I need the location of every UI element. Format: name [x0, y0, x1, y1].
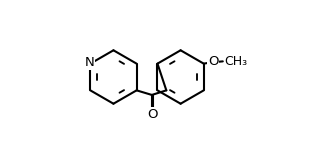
Text: N: N — [85, 56, 94, 69]
Text: O: O — [208, 55, 218, 68]
Text: O: O — [147, 108, 157, 121]
Text: CH₃: CH₃ — [224, 55, 247, 68]
